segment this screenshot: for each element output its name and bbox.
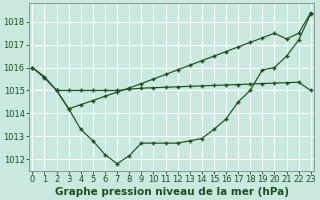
X-axis label: Graphe pression niveau de la mer (hPa): Graphe pression niveau de la mer (hPa) bbox=[55, 187, 289, 197]
